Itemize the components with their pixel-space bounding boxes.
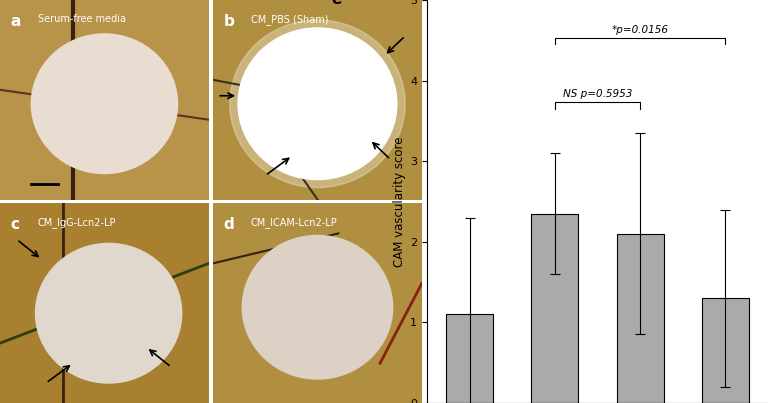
- Circle shape: [238, 28, 397, 180]
- Text: a: a: [11, 14, 21, 29]
- Bar: [617, 234, 664, 403]
- Circle shape: [35, 243, 182, 383]
- Text: *p=0.0156: *p=0.0156: [611, 25, 669, 35]
- Text: NS p=0.5953: NS p=0.5953: [563, 89, 632, 99]
- Text: Serum-free media: Serum-free media: [38, 14, 126, 24]
- Text: CM_PBS (Sham): CM_PBS (Sham): [250, 14, 328, 25]
- Circle shape: [31, 34, 177, 174]
- Text: d: d: [223, 218, 234, 233]
- Text: b: b: [223, 14, 234, 29]
- Circle shape: [230, 20, 406, 187]
- Circle shape: [242, 235, 392, 379]
- Text: c: c: [11, 218, 19, 233]
- Bar: [531, 214, 578, 403]
- Y-axis label: CAM vascularity score: CAM vascularity score: [393, 136, 406, 267]
- Bar: [446, 314, 493, 403]
- Text: CM_ICAM-Lcn2-LP: CM_ICAM-Lcn2-LP: [250, 218, 337, 229]
- Bar: [702, 298, 749, 403]
- Text: e: e: [332, 0, 342, 7]
- Text: CM_IgG-Lcn2-LP: CM_IgG-Lcn2-LP: [38, 218, 116, 229]
